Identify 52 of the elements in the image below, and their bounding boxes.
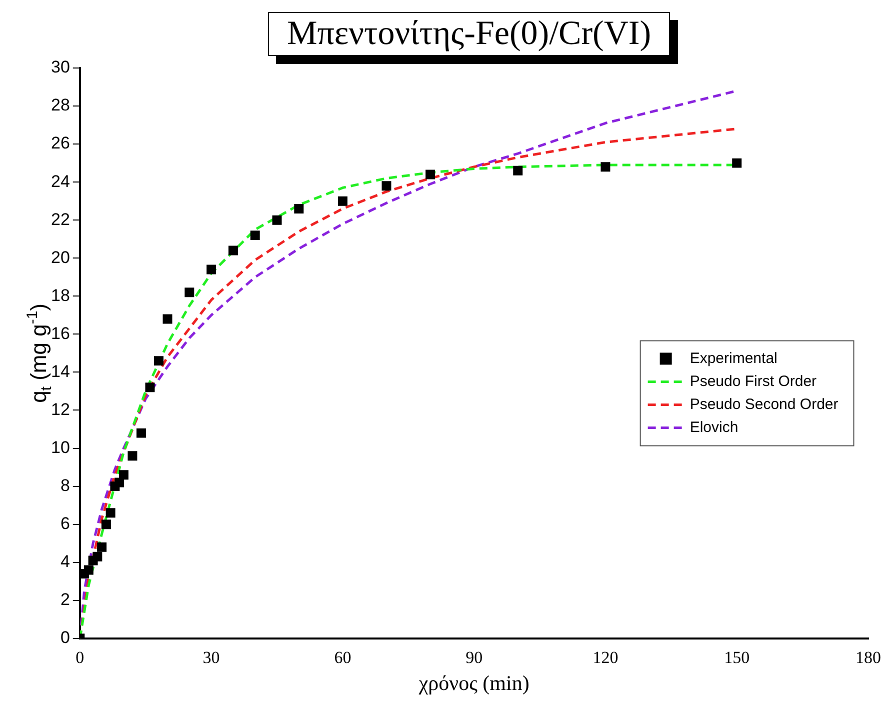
x-tick-label: 90 [466,648,483,668]
y-tick-label: 2 [60,590,70,610]
point [128,451,138,461]
point [114,478,124,488]
point [228,246,238,256]
point [600,162,610,172]
legend-label: Experimental [690,350,778,367]
point [145,382,155,392]
point [513,166,523,176]
y-tick-label: 24 [50,172,70,191]
point [184,288,194,298]
legend-label: Pseudo Second Order [690,396,838,413]
point [272,215,282,225]
x-tick-label: 180 [856,648,881,668]
legend-label: Pseudo First Order [690,372,817,390]
x-tick-label: 60 [334,648,352,668]
point [294,204,304,214]
x-tick-label: 150 [724,648,750,668]
point [136,428,146,438]
point [97,542,107,552]
y-tick-label: 10 [50,438,70,457]
y-tick-label: 28 [50,96,70,115]
y-tick-label: 20 [50,248,70,267]
x-tick-label: 30 [202,648,220,668]
point [101,520,111,530]
y-tick-label: 12 [50,400,70,419]
y-tick-label: 4 [60,552,70,572]
y-tick-label: 26 [50,134,70,153]
point [84,565,94,575]
point [118,470,128,480]
chart-title: Μπεντονίτης-Fe(0)/Cr(VI) [268,12,670,56]
point [206,264,216,274]
y-tick-label: 22 [50,210,70,229]
x-tick-label: 120 [592,648,618,668]
x-tick-label: 0 [76,648,84,668]
point [732,158,742,168]
point [250,230,260,240]
y-tick-label: 16 [50,324,70,343]
y-tick-label: 18 [50,286,70,305]
point [92,552,102,562]
y-tick-label: 30 [50,58,70,77]
y-tick-label: 0 [60,628,70,648]
point [106,508,116,518]
legend-label: Elovich [690,418,738,436]
point [162,314,172,324]
x-axis-title: χρόνος (min) [418,670,530,695]
point [338,196,348,206]
point [154,356,164,366]
point [382,181,392,191]
point [426,170,436,180]
y-tick-label: 6 [60,514,70,534]
y-tick-label: 8 [60,476,70,495]
